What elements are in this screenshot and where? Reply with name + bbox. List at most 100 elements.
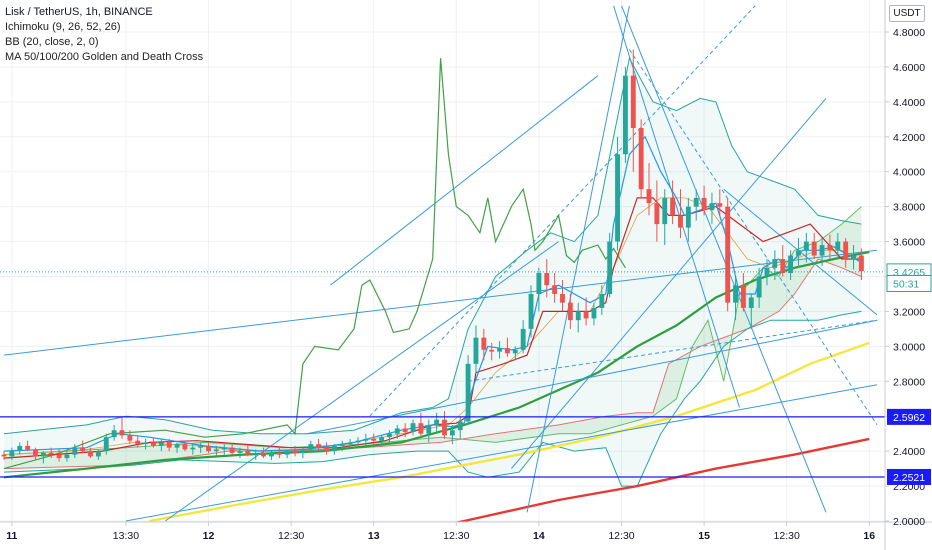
y-tick-label: 2.8000 [893, 376, 925, 388]
candle-body [788, 255, 794, 274]
y-tick-label: 3.6000 [893, 237, 925, 249]
trendline [165, 241, 559, 522]
bollinger-label[interactable]: BB (20, close, 2, 0) [5, 36, 99, 48]
candle-body [206, 445, 211, 452]
candle-body [567, 302, 573, 321]
candle-body [489, 349, 495, 352]
candle-body [371, 438, 377, 441]
kijun-line [3, 197, 862, 459]
candle-body [119, 430, 125, 436]
candle-body [811, 241, 817, 256]
trendline [330, 75, 599, 286]
candle-body [851, 255, 856, 260]
candle-body [56, 454, 62, 459]
candle-body [654, 203, 660, 225]
price-label: 50:31 [893, 278, 919, 290]
candle-body [300, 449, 306, 453]
candle-body [544, 273, 550, 286]
candle-body [17, 445, 23, 452]
candle-body [615, 154, 620, 242]
x-tick-label: 12 [203, 530, 215, 542]
candle-body [858, 255, 864, 272]
x-tick-label: 13:30 [113, 530, 139, 542]
y-tick-label: 4.8000 [893, 27, 925, 39]
candle-body [481, 337, 487, 350]
y-tick-label: 4.0000 [893, 167, 925, 179]
candle-body [465, 363, 471, 422]
y-tick-label: 3.0000 [893, 341, 925, 353]
candle-body [284, 451, 290, 455]
candle-body [276, 452, 282, 455]
candle-body [780, 259, 786, 274]
candle-body [269, 452, 274, 457]
candle-body [646, 189, 652, 204]
candle-body [426, 424, 432, 434]
y-tick-label: 2.4000 [893, 446, 925, 458]
lagging-span-line [3, 58, 626, 470]
candle-body [670, 197, 676, 216]
candle-body [685, 206, 691, 228]
x-tick-label: 12:30 [608, 530, 634, 542]
candle-body [827, 245, 833, 251]
candle-body [166, 442, 172, 448]
candle-body [40, 452, 46, 457]
ma200-line [454, 437, 870, 522]
candles [1, 49, 864, 464]
candle-body [245, 451, 251, 455]
candle-body [591, 307, 597, 319]
x-tick-label: 16 [863, 530, 875, 542]
trendline [306, 319, 878, 435]
trendline [526, 5, 630, 513]
candle-body [678, 215, 683, 228]
x-tick-label: 12:30 [443, 530, 469, 542]
candle-body [701, 197, 707, 211]
candle-body [33, 449, 38, 457]
candle-body [638, 128, 644, 190]
candle-body [237, 451, 243, 453]
trendline-dashed [468, 319, 878, 382]
candle-body [331, 445, 337, 452]
candle-body [402, 428, 408, 432]
bb-band-fill [4, 58, 862, 487]
y-tick-label: 3.2000 [893, 306, 925, 318]
candle-body [764, 267, 770, 277]
candle-body [599, 293, 605, 308]
candle-body [457, 421, 463, 431]
candle-body [135, 440, 141, 445]
candle-body [95, 451, 101, 457]
candle-body [622, 75, 628, 155]
candle-body [394, 428, 400, 434]
candle-body [1, 454, 7, 457]
candle-body [174, 444, 180, 448]
trendline-dashed [628, 49, 878, 426]
candle-body [560, 293, 565, 303]
candle-body [316, 444, 322, 448]
candle-body [796, 250, 801, 256]
ichimoku-label[interactable]: Ichimoku (9, 26, 52, 26) [5, 21, 121, 33]
ma-cross-label[interactable]: MA 50/100/200 Golden and Death Cross [5, 51, 204, 63]
candle-body [835, 241, 841, 251]
candle-body [449, 430, 455, 436]
candle-body [772, 259, 778, 268]
candle-body [725, 206, 731, 303]
candle-body [536, 273, 542, 294]
candle-body [324, 447, 329, 452]
symbol-title[interactable]: Lisk / TetherUS, 1h, BINANCE [5, 6, 153, 18]
candle-body [64, 454, 70, 459]
candle-body [512, 349, 518, 354]
candle-body [843, 241, 849, 260]
x-tick-label: 12:30 [278, 530, 304, 542]
candle-body [9, 451, 15, 457]
candle-body [442, 419, 447, 436]
candle-body [520, 328, 526, 350]
y-tick-label: 4.4000 [893, 97, 925, 109]
currency-badge[interactable]: USDT [889, 5, 925, 22]
candle-body [88, 451, 93, 457]
candle-body [151, 442, 156, 446]
candle-body [410, 423, 416, 432]
candle-body [575, 311, 581, 321]
y-tick-label: 2.0000 [893, 516, 925, 528]
plot-area [1, 5, 878, 522]
